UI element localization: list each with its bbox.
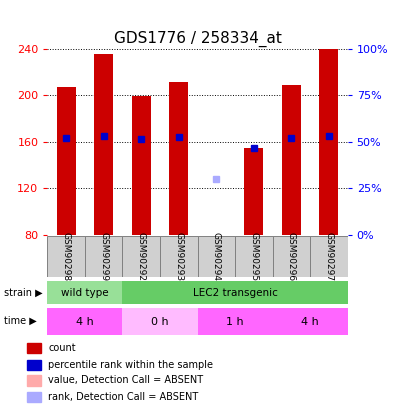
Text: GSM90294: GSM90294 xyxy=(212,232,221,281)
Text: 1 h: 1 h xyxy=(226,317,244,326)
Text: value, Detection Call = ABSENT: value, Detection Call = ABSENT xyxy=(48,375,203,386)
Text: LEC2 transgenic: LEC2 transgenic xyxy=(193,288,277,298)
Text: GSM90297: GSM90297 xyxy=(324,232,333,281)
FancyBboxPatch shape xyxy=(310,236,348,277)
Text: 0 h: 0 h xyxy=(151,317,169,326)
Bar xyxy=(27,375,41,386)
Text: 4 h: 4 h xyxy=(301,317,319,326)
FancyBboxPatch shape xyxy=(198,236,235,277)
Text: 4 h: 4 h xyxy=(76,317,94,326)
FancyBboxPatch shape xyxy=(47,281,122,305)
Bar xyxy=(94,54,113,235)
FancyBboxPatch shape xyxy=(122,236,160,277)
Text: percentile rank within the sample: percentile rank within the sample xyxy=(48,360,213,370)
Title: GDS1776 / 258334_at: GDS1776 / 258334_at xyxy=(114,31,281,47)
Bar xyxy=(27,343,41,353)
Text: rank, Detection Call = ABSENT: rank, Detection Call = ABSENT xyxy=(48,392,198,402)
Text: strain ▶: strain ▶ xyxy=(4,288,43,297)
Bar xyxy=(245,147,263,235)
Text: GSM90296: GSM90296 xyxy=(287,232,296,281)
Bar xyxy=(320,49,338,235)
Text: GSM90299: GSM90299 xyxy=(99,232,108,281)
Bar xyxy=(132,96,150,235)
FancyBboxPatch shape xyxy=(273,236,310,277)
Bar xyxy=(282,85,301,235)
FancyBboxPatch shape xyxy=(85,236,122,277)
FancyBboxPatch shape xyxy=(235,236,273,277)
Text: GSM90298: GSM90298 xyxy=(62,232,71,281)
FancyBboxPatch shape xyxy=(198,309,273,335)
FancyBboxPatch shape xyxy=(122,309,198,335)
Text: GSM90293: GSM90293 xyxy=(174,232,183,281)
FancyBboxPatch shape xyxy=(122,281,348,305)
Text: count: count xyxy=(48,343,76,353)
Text: wild type: wild type xyxy=(61,288,109,298)
Text: time ▶: time ▶ xyxy=(4,316,37,326)
Bar xyxy=(27,360,41,370)
FancyBboxPatch shape xyxy=(160,236,198,277)
FancyBboxPatch shape xyxy=(273,309,348,335)
Text: GSM90292: GSM90292 xyxy=(137,232,146,281)
Bar xyxy=(169,82,188,235)
Text: GSM90295: GSM90295 xyxy=(249,232,258,281)
Bar xyxy=(57,87,75,235)
FancyBboxPatch shape xyxy=(47,236,85,277)
Bar xyxy=(27,392,41,403)
FancyBboxPatch shape xyxy=(47,309,122,335)
